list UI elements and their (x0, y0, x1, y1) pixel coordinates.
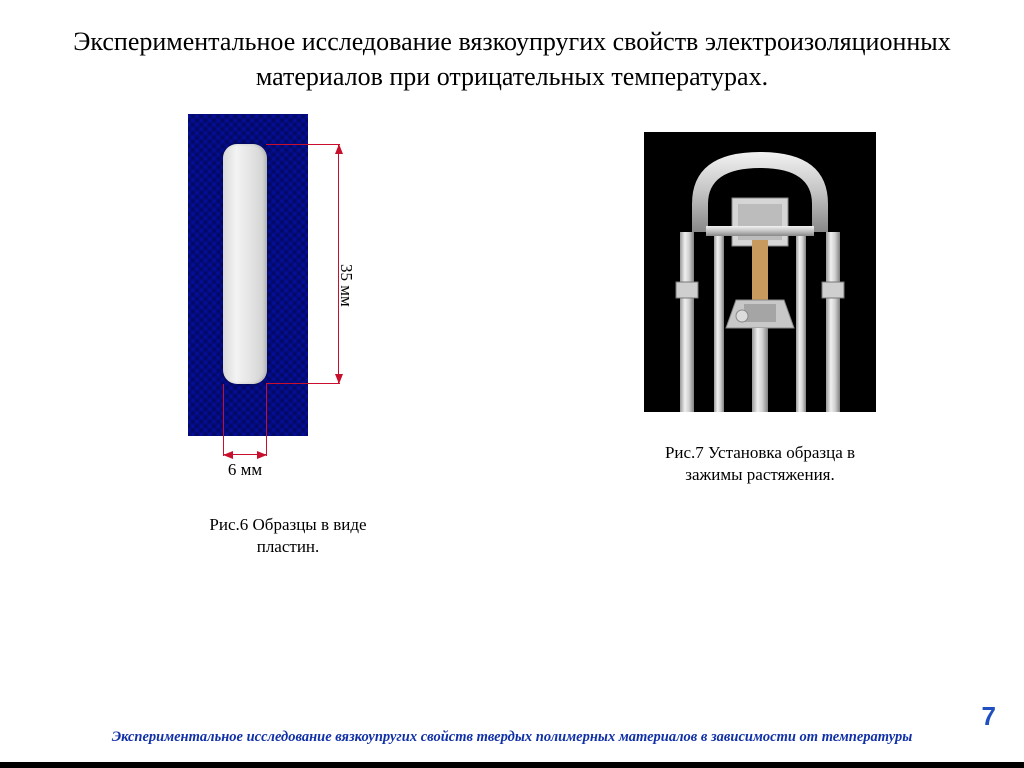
dimension-horizontal: 6 мм (223, 384, 267, 474)
page-number: 7 (982, 701, 996, 732)
figure-6-caption: Рис.6 Образцы в виде пластин. (209, 514, 366, 558)
dimension-vertical: 35 мм (326, 144, 386, 384)
caption-text: зажимы растяжения. (685, 465, 834, 484)
figures-row: 35 мм 6 мм Рис.6 Образцы в виде пластин. (0, 114, 1024, 558)
slide-title: Экспериментальное исследование вязкоупру… (0, 0, 1024, 104)
dimension-height-label: 35 мм (336, 264, 356, 307)
caption-text: Рис.7 Установка образца в (665, 443, 855, 462)
caption-text: Рис.6 Образцы в виде (209, 515, 366, 534)
dimension-width-label: 6 мм (228, 460, 262, 480)
caption-text: пластин. (257, 537, 320, 556)
footer-text: Экспериментальное исследование вязкоупру… (0, 729, 1024, 746)
figure-7-image (644, 132, 876, 412)
figure-7-column: Рис.7 Установка образца в зажимы растяже… (644, 114, 876, 486)
apparatus-illustration (644, 132, 876, 412)
figure-6-image: 35 мм 6 мм (148, 114, 428, 484)
sample-plate (223, 144, 267, 384)
figure-6-column: 35 мм 6 мм Рис.6 Образцы в виде пластин. (148, 114, 428, 558)
bottom-border (0, 762, 1024, 768)
figure-7-caption: Рис.7 Установка образца в зажимы растяже… (665, 442, 855, 486)
